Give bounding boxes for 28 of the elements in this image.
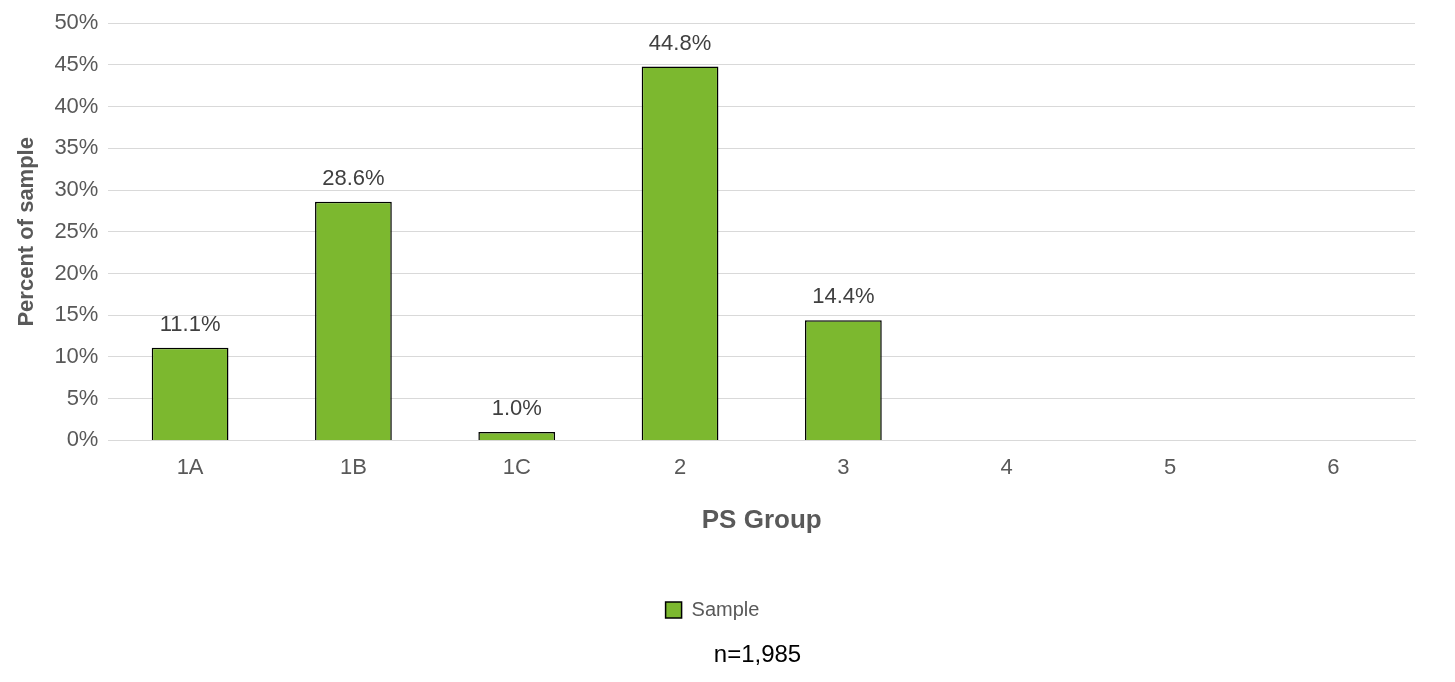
x-tick-label: 4 [1000, 453, 1013, 479]
y-tick-label: 30% [54, 176, 99, 202]
data-label: 11.1% [159, 310, 221, 336]
data-label: 44.8% [648, 29, 712, 55]
y-tick-label: 25% [54, 217, 99, 243]
x-tick-label: 1A [176, 453, 204, 479]
data-label: 28.6% [322, 164, 385, 190]
x-tick-label: 2 [673, 453, 687, 479]
y-tick-label: 0% [66, 426, 99, 452]
y-tick-label: 20% [54, 259, 99, 285]
y-tick-label: 5% [66, 384, 99, 410]
x-tick-label: 1B [339, 453, 367, 479]
text: n=1,985 [712, 640, 803, 668]
x-tick-label: 3 [837, 453, 850, 479]
y-tick-label: 15% [54, 301, 99, 327]
y-axis-title: Percent of sample [13, 137, 39, 327]
x-tick-label: 1C [502, 453, 531, 479]
data-label: 14.4% [812, 283, 875, 309]
y-tick-label: 10% [54, 343, 99, 369]
y-tick-label: 50% [54, 9, 99, 35]
data-label: 1.0% [491, 395, 542, 421]
y-tick-label: 35% [54, 134, 99, 160]
legend-label: Sample [691, 597, 760, 620]
x-axis-title: PS Group [701, 503, 822, 534]
x-tick-label: 6 [1327, 453, 1340, 479]
y-tick-label: 45% [54, 50, 99, 76]
y-tick-label: 40% [54, 92, 99, 118]
x-tick-label: 5 [1163, 453, 1177, 479]
